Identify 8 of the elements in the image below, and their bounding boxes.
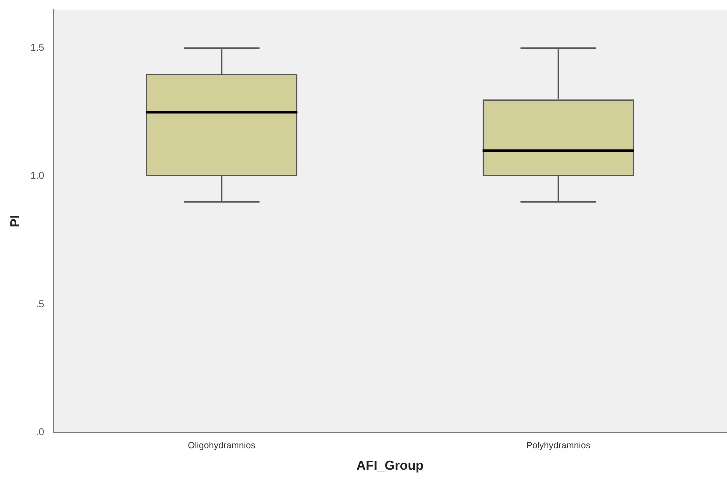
y-axis-title: PI (7, 215, 22, 228)
y-tick-label: .5 (36, 299, 45, 310)
x-tick-label: Oligohydramnios (188, 440, 256, 450)
y-tick-label: 1.0 (30, 171, 45, 182)
x-axis-title: AFI_Group (356, 458, 424, 473)
y-tick-label: .0 (36, 427, 45, 438)
x-tick-label: Polyhydramnios (526, 440, 592, 450)
y-tick-label: 1.5 (30, 43, 45, 54)
